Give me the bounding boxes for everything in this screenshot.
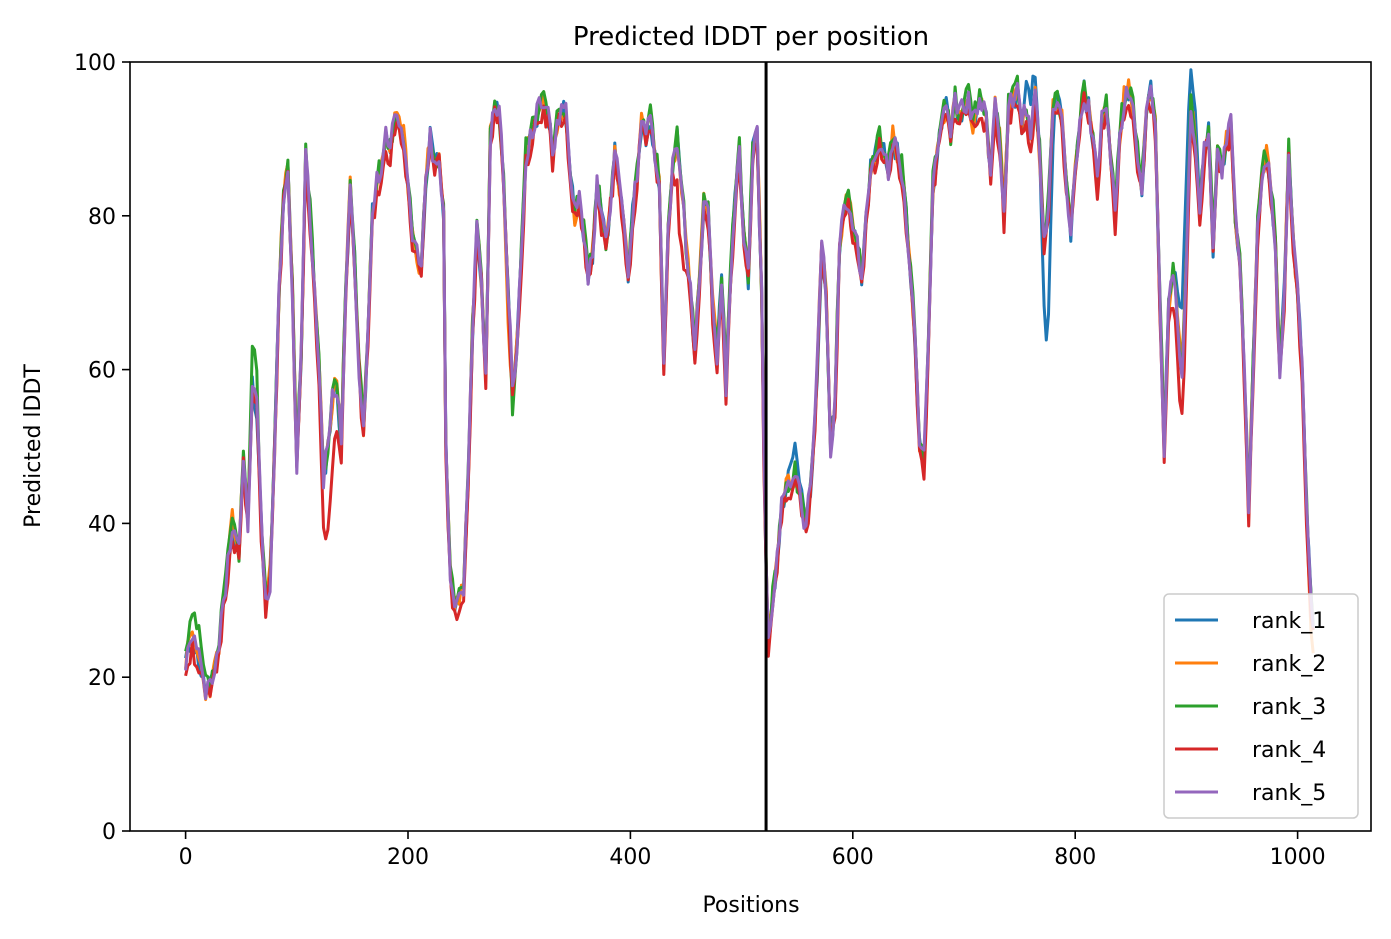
legend-box bbox=[1163, 593, 1359, 819]
x-tick-label: 0 bbox=[179, 845, 193, 870]
x-tick-label: 600 bbox=[832, 845, 874, 870]
x-axis: 0 200 400 600 800 1000 bbox=[179, 831, 1326, 870]
y-tick-label: 20 bbox=[88, 666, 116, 691]
y-axis: 0 20 40 60 80 100 bbox=[74, 51, 130, 845]
y-axis-label: Predicted lDDT bbox=[21, 364, 46, 528]
legend-label: rank_1 bbox=[1252, 609, 1326, 634]
x-tick-label: 200 bbox=[387, 845, 429, 870]
y-tick-label: 60 bbox=[88, 359, 116, 384]
plot-area bbox=[129, 61, 1372, 832]
x-tick-label: 800 bbox=[1054, 845, 1096, 870]
chart-title: Predicted lDDT per position bbox=[573, 22, 929, 52]
legend-label: rank_2 bbox=[1252, 652, 1326, 677]
legend: rank_1 rank_2 rank_3 rank_4 rank_5 bbox=[1163, 593, 1359, 819]
y-tick-label: 100 bbox=[74, 51, 116, 76]
legend-label: rank_4 bbox=[1252, 738, 1326, 763]
legend-label: rank_5 bbox=[1252, 781, 1326, 806]
y-tick-label: 0 bbox=[102, 820, 116, 845]
y-tick-label: 80 bbox=[88, 205, 116, 230]
plot-frame bbox=[129, 61, 1372, 832]
x-tick-label: 1000 bbox=[1270, 845, 1326, 870]
legend-label: rank_3 bbox=[1252, 695, 1326, 720]
x-axis-label: Positions bbox=[702, 893, 799, 918]
series-group bbox=[184, 68, 1315, 702]
x-tick-label: 400 bbox=[609, 845, 651, 870]
series-line-rank-5 bbox=[184, 81, 1315, 701]
y-tick-label: 40 bbox=[88, 512, 116, 537]
